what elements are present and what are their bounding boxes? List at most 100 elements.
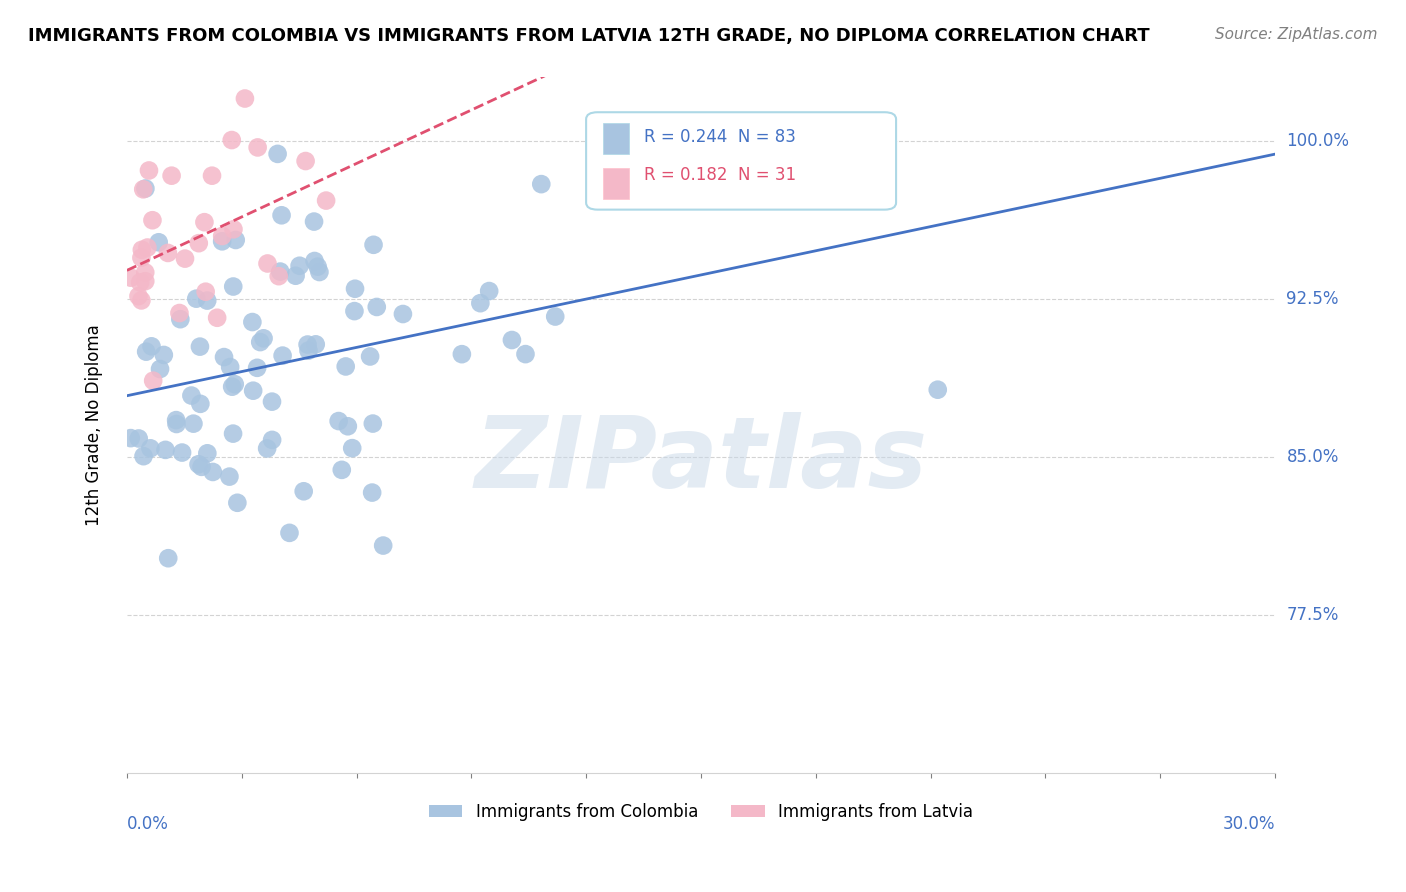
Point — [256, 256, 278, 270]
Point — [304, 254, 326, 268]
Point — [129, 276, 152, 290]
Point — [134, 274, 156, 288]
Point — [361, 485, 384, 500]
Point — [148, 235, 170, 250]
Point — [297, 343, 319, 358]
Point — [120, 270, 142, 285]
Point — [218, 469, 240, 483]
Point — [169, 312, 191, 326]
Point — [183, 417, 205, 431]
Point — [174, 252, 197, 266]
Point — [336, 419, 359, 434]
Text: 77.5%: 77.5% — [1286, 606, 1339, 624]
Point — [530, 177, 553, 191]
Point — [136, 241, 159, 255]
Point — [187, 236, 209, 251]
Point — [266, 147, 288, 161]
Point — [305, 337, 328, 351]
Point — [256, 442, 278, 456]
Point — [262, 433, 284, 447]
Point — [131, 293, 153, 308]
Point — [190, 397, 212, 411]
Point — [141, 213, 163, 227]
Point — [132, 182, 155, 196]
Point — [205, 310, 228, 325]
Point — [335, 359, 357, 374]
Point — [139, 442, 162, 456]
Point — [127, 289, 149, 303]
Point — [131, 251, 153, 265]
Point — [194, 285, 217, 299]
FancyBboxPatch shape — [586, 112, 896, 210]
Point — [186, 292, 208, 306]
Point — [138, 163, 160, 178]
Point — [166, 417, 188, 431]
Point — [211, 235, 233, 249]
Point — [302, 214, 325, 228]
Point — [544, 310, 567, 324]
Point — [180, 388, 202, 402]
Point — [478, 284, 501, 298]
Point — [134, 181, 156, 195]
Point — [515, 347, 537, 361]
Text: R = 0.244  N = 83: R = 0.244 N = 83 — [644, 128, 796, 145]
Text: Source: ZipAtlas.com: Source: ZipAtlas.com — [1215, 27, 1378, 42]
Point — [269, 264, 291, 278]
Point — [222, 426, 245, 441]
Point — [128, 432, 150, 446]
Point — [328, 414, 350, 428]
Point — [927, 383, 949, 397]
Point — [221, 133, 243, 147]
Point — [307, 260, 329, 274]
Point — [169, 306, 191, 320]
Text: IMMIGRANTS FROM COLOMBIA VS IMMIGRANTS FROM LATVIA 12TH GRADE, NO DIPLOMA CORREL: IMMIGRANTS FROM COLOMBIA VS IMMIGRANTS F… — [28, 27, 1150, 45]
Point — [392, 307, 415, 321]
Point — [157, 551, 180, 566]
Point — [195, 446, 218, 460]
Point — [170, 445, 193, 459]
Legend: Immigrants from Colombia, Immigrants from Latvia: Immigrants from Colombia, Immigrants fro… — [422, 797, 980, 828]
Point — [224, 377, 246, 392]
Text: 100.0%: 100.0% — [1286, 132, 1350, 150]
Point — [308, 265, 330, 279]
Point — [278, 525, 301, 540]
Text: ZIPatlas: ZIPatlas — [474, 411, 928, 508]
Point — [141, 339, 163, 353]
Point — [233, 91, 256, 105]
Point — [292, 484, 315, 499]
Point — [221, 380, 243, 394]
Point — [165, 413, 187, 427]
Point — [222, 222, 245, 236]
Point — [212, 350, 235, 364]
Bar — [603, 168, 628, 199]
Point — [315, 194, 337, 208]
Point — [201, 169, 224, 183]
Point — [260, 394, 283, 409]
Point — [267, 269, 290, 284]
Point — [135, 344, 157, 359]
Text: 30.0%: 30.0% — [1222, 815, 1275, 833]
Point — [160, 169, 183, 183]
Text: 85.0%: 85.0% — [1286, 448, 1339, 466]
Point — [190, 459, 212, 474]
Point — [188, 340, 211, 354]
Point — [142, 374, 165, 388]
Point — [225, 233, 247, 247]
Point — [131, 243, 153, 257]
Bar — [603, 123, 628, 154]
Point — [134, 265, 156, 279]
Point — [149, 362, 172, 376]
Point — [270, 208, 292, 222]
Text: 0.0%: 0.0% — [127, 815, 169, 833]
Point — [501, 333, 523, 347]
Point — [297, 337, 319, 351]
Point — [195, 293, 218, 308]
Point — [872, 116, 894, 130]
Point — [363, 237, 385, 252]
Point — [284, 268, 307, 283]
Point — [240, 315, 263, 329]
Point — [249, 334, 271, 349]
Point — [344, 282, 367, 296]
Text: R = 0.182  N = 31: R = 0.182 N = 31 — [644, 166, 796, 184]
Point — [342, 441, 364, 455]
